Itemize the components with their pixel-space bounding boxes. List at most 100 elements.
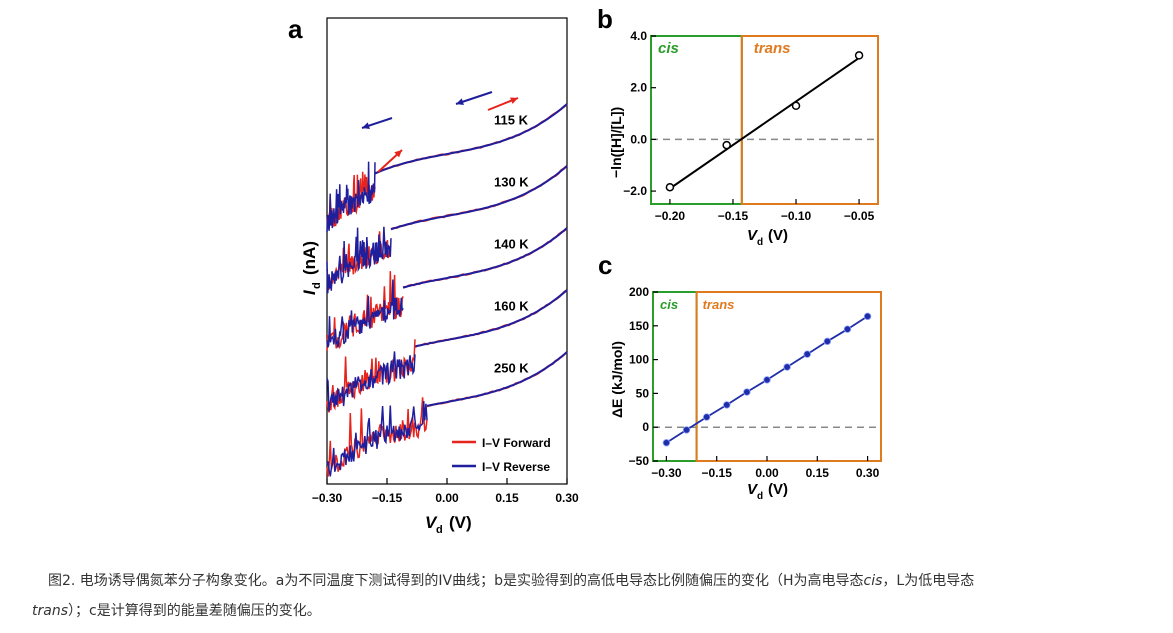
- panel-b-ratio-plot: b cis trans −2.0 0.0 2.0 4.0 −0.20 −0.15 −0.10 −0…: [597, 4, 879, 248]
- caption-trans: trans: [32, 603, 68, 619]
- panel-c-y-axis-label: ΔE (kJ/mol): [609, 341, 625, 418]
- panel-c-point: [723, 401, 731, 409]
- panel-c-plot-area: cis trans −50 0 50 100 150 200 −0.30 −0.15 0.00 0.1…: [629, 285, 883, 480]
- panel-c-energy-plot: c cis trans −50 0 50 100 150 200 −0.30 −0.15 0.00 0…: [598, 250, 883, 502]
- panel-b-y-tick-label: −2.0: [623, 184, 647, 198]
- iv-curve-130k: 130 K: [326, 165, 568, 294]
- arrow-reverse-upper: [455, 91, 493, 106]
- iv-reverse-noisy: [326, 401, 428, 477]
- panel-a-arrows: [361, 91, 519, 173]
- panel-c-point: [662, 439, 671, 447]
- caption-part3: ）；c是计算得到的能量差随偏压的变化。: [68, 603, 321, 619]
- panel-c-point: [823, 337, 832, 346]
- panel-b-trans-region: [740, 35, 879, 205]
- iv-forward-smooth: [414, 289, 568, 348]
- panel-a-x-tick-label: 0.30: [555, 491, 579, 505]
- iv-reverse-smooth: [402, 227, 568, 289]
- panel-a-x-tick-label: −0.15: [372, 491, 403, 505]
- panel-c-point: [682, 426, 691, 434]
- figure: a 115 K 130 K 140 K 160 K 250 K −0.30 −0.15 0.…: [288, 4, 883, 536]
- iv-reverse-smooth: [414, 289, 568, 348]
- panel-a-legend: I–V Forward I–V Reverse: [452, 436, 551, 474]
- panel-b-y-axis-label: −ln([H]/[L]): [608, 107, 624, 178]
- panel-b-label: b: [597, 4, 613, 34]
- panel-c-x-tick-label: 0.30: [856, 466, 880, 480]
- iv-curve-140k: 140 K: [326, 227, 568, 352]
- panel-b-plot-area: cis trans −2.0 0.0 2.0 4.0 −0.20 −0.15 −0.10 −0.0…: [623, 29, 879, 223]
- panel-c-y-tick-label: 200: [629, 285, 649, 299]
- curve-label-140k: 140 K: [494, 237, 529, 252]
- iv-reverse-smooth: [374, 103, 568, 175]
- panel-c-xlabel-unit: (V): [768, 481, 788, 498]
- panel-a-xlabel-sub: d: [436, 524, 443, 536]
- curve-label-160k: 160 K: [494, 299, 529, 314]
- caption-part2: ，L为低电导态: [882, 573, 975, 589]
- panel-b-cis-region: [650, 35, 743, 205]
- panel-c-point: [803, 350, 811, 358]
- panel-a-ylabel-sub: d: [311, 282, 323, 289]
- iv-reverse-noisy: [326, 351, 416, 412]
- panel-c-point: [763, 376, 771, 384]
- panel-c-x-tick-label: 0.00: [755, 466, 779, 480]
- panel-c-y-tick-label: 100: [629, 353, 649, 367]
- iv-reverse-noisy: [326, 226, 392, 294]
- panel-c-point: [863, 312, 872, 321]
- panel-c-cis-region: [652, 291, 698, 462]
- panel-b-xlabel-main: V: [747, 227, 759, 244]
- caption-cis: cis: [863, 573, 883, 589]
- panel-b-y-tick-label: 0.0: [630, 132, 647, 146]
- panel-b-point: [791, 101, 801, 111]
- arrow-forward-right: [487, 97, 519, 111]
- iv-curve-115k: 115 K: [326, 103, 568, 233]
- panel-a-x-tick-label: 0.15: [495, 491, 519, 505]
- iv-reverse-smooth: [426, 351, 568, 407]
- panel-a-x-ticks: −0.30 −0.15 0.00 0.15 0.30: [312, 478, 579, 505]
- panel-b-point: [722, 140, 731, 150]
- iv-curve-160k: 160 K: [326, 289, 568, 413]
- panel-b-point: [665, 182, 675, 192]
- panel-b-cis-label: cis: [658, 40, 679, 57]
- panel-c-xlabel-sub: d: [757, 491, 763, 502]
- iv-forward-smooth: [402, 227, 568, 289]
- panel-c-xlabel-main: V: [747, 481, 759, 498]
- panel-b-x-tick-label: −0.15: [718, 209, 749, 223]
- panel-b-point: [854, 51, 864, 60]
- panel-b-x-tick-label: −0.10: [781, 209, 812, 223]
- panel-b-y-tick-label: 4.0: [630, 29, 647, 43]
- panel-a-curves: 115 K 130 K 140 K 160 K 250 K: [326, 103, 568, 477]
- panel-c-point: [843, 325, 852, 333]
- panel-b-trans-label: trans: [754, 40, 791, 57]
- panel-a-ylabel-main: I: [300, 289, 319, 295]
- panel-c-y-tick-label: 0: [642, 420, 649, 434]
- panel-b-x-tick-label: −0.20: [655, 209, 686, 223]
- arrow-reverse-left: [361, 117, 393, 130]
- curve-label-130k: 130 K: [494, 175, 529, 190]
- legend-reverse-label: I–V Reverse: [482, 460, 550, 474]
- iv-forward-smooth: [390, 165, 568, 230]
- panel-c-y-tick-label: −50: [629, 454, 650, 468]
- panel-c-label: c: [598, 250, 612, 280]
- panel-c-x-tick-label: −0.30: [651, 466, 682, 480]
- panel-c-x-axis-label: V d (V): [747, 481, 788, 502]
- panel-a-x-tick-label: 0.00: [435, 491, 459, 505]
- caption-part1: 图2. 电场诱导偶氮苯分子构象变化。a为不同温度下测试得到的IV曲线；b是实验得…: [48, 573, 864, 589]
- panel-b-x-tick-label: −0.05: [844, 209, 875, 223]
- curve-label-115k: 115 K: [494, 113, 529, 128]
- arrow-forward-up: [377, 149, 403, 173]
- panel-b-y-tick-label: 2.0: [630, 81, 647, 95]
- panel-a-y-axis-label: I d (nA): [300, 241, 323, 295]
- iv-reverse-smooth: [390, 165, 568, 231]
- panel-a-x-axis-label: V d (V): [425, 513, 472, 536]
- legend-forward-label: I–V Forward: [482, 436, 551, 450]
- panel-c-cis-label: cis: [660, 297, 678, 312]
- panel-a-xlabel-unit: (V): [449, 513, 472, 532]
- panel-a-x-tick-label: −0.30: [312, 491, 343, 505]
- iv-reverse-noisy: [326, 161, 376, 233]
- panel-c-trans-region: [695, 291, 883, 462]
- panel-b-xlabel-sub: d: [757, 237, 763, 248]
- curve-label-250k: 250 K: [494, 361, 529, 376]
- panel-c-y-tick-label: 50: [636, 386, 650, 400]
- panel-a-label: a: [288, 14, 303, 44]
- panel-b-xlabel-unit: (V): [768, 227, 788, 244]
- panel-c-x-tick-label: −0.15: [702, 466, 733, 480]
